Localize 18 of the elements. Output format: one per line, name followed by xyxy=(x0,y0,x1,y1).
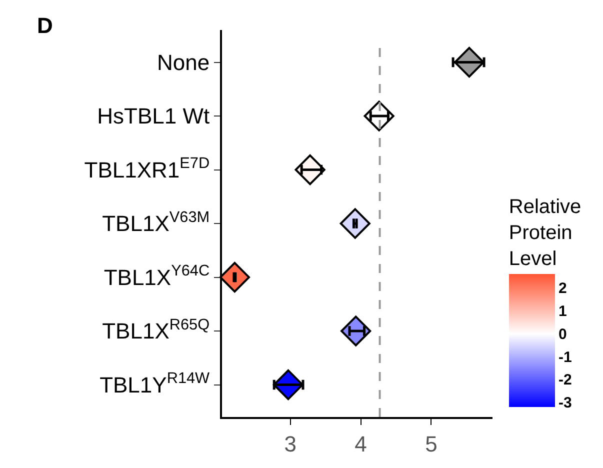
y-tick-label: TBL1X$^{R65Q}$ xyxy=(102,316,210,344)
color-bar-label: 2 xyxy=(558,280,567,298)
color-bar-title: Relative Protein Level xyxy=(508,196,582,270)
y-tick-label: TBL1X$^{V63M}$ xyxy=(102,208,210,236)
y-tick-label: TBL1Y$^{R14W}$ xyxy=(100,370,210,398)
color-bar-label: -2 xyxy=(558,372,572,389)
color-bar-label: -3 xyxy=(558,394,572,412)
color-bar-label: -1 xyxy=(558,348,572,366)
color-bar-label: 1 xyxy=(558,302,567,320)
x-tick-label: 3 xyxy=(284,431,296,456)
color-bar-label: 0 xyxy=(558,326,567,343)
y-tick-label: TBL1X$^{Y64C}$ xyxy=(104,262,210,290)
text: D xyxy=(37,13,53,38)
y-tick-label: TBL1XR1$^{E7D}$ xyxy=(84,155,210,182)
x-tick-label: 5 xyxy=(425,431,438,456)
y-tick-label: None xyxy=(157,50,210,75)
x-tick-label: 4 xyxy=(354,431,367,456)
y-tick-label: HsTBL1 Wt xyxy=(97,104,210,129)
